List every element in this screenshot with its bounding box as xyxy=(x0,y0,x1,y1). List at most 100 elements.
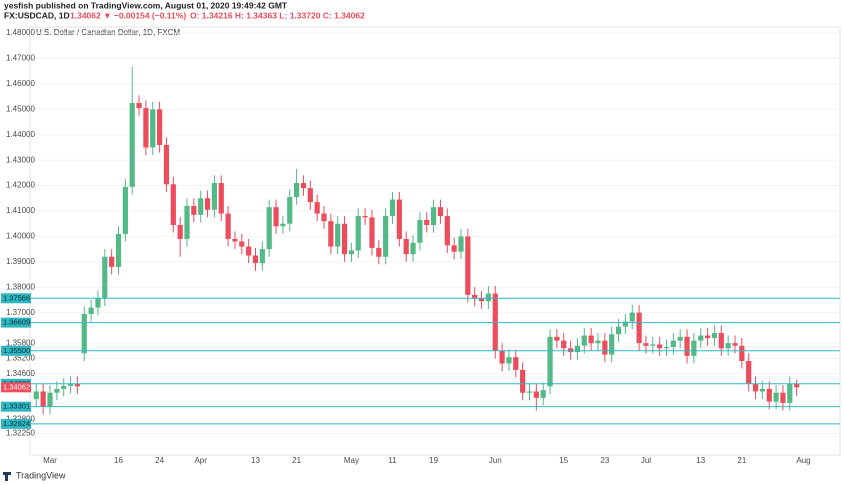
candle-body xyxy=(129,102,135,187)
y-tick-label: 1.45000 xyxy=(6,104,35,113)
candle-body xyxy=(437,207,444,217)
candle-body xyxy=(595,340,601,344)
x-tick-label: 21 xyxy=(737,456,746,465)
level-label: 1.35500 xyxy=(3,346,30,355)
candle-body xyxy=(383,216,389,257)
x-tick-label: Aug xyxy=(796,456,810,465)
candle-body xyxy=(520,369,526,393)
x-tick-label: 23 xyxy=(600,456,609,465)
candle-body xyxy=(752,383,759,392)
candle-body xyxy=(540,390,546,398)
candle-body xyxy=(691,340,697,356)
candle-body xyxy=(670,340,676,347)
candle-body xyxy=(54,388,60,393)
candle-body xyxy=(294,183,300,198)
candle-body xyxy=(177,224,183,239)
y-tick-label: 1.37000 xyxy=(6,308,35,317)
candle-body xyxy=(417,219,423,243)
brand-logo xyxy=(3,472,11,481)
quote: 1.34062 ▼ −0.00154 (−0.11%) xyxy=(70,10,186,20)
y-tick-label: 1.40000 xyxy=(6,232,35,241)
candle-body xyxy=(369,217,375,248)
candle-body xyxy=(280,223,286,227)
candle-body xyxy=(239,241,245,247)
candle-body xyxy=(74,383,80,387)
candle-body xyxy=(533,391,539,398)
candle-body xyxy=(506,357,512,364)
x-tick-label: 11 xyxy=(388,456,397,465)
level-tag xyxy=(1,317,31,328)
candle-body xyxy=(362,216,368,218)
candle-body xyxy=(574,345,581,353)
candle-body xyxy=(287,197,293,224)
candle-body xyxy=(444,216,450,246)
level-tag xyxy=(1,345,31,356)
brand[interactable]: TradingView xyxy=(16,470,66,480)
y-tick-label: 1.48000 xyxy=(6,28,35,37)
candle-body xyxy=(746,360,752,384)
candle-body xyxy=(657,344,663,349)
y-tick-label: 1.38000 xyxy=(6,282,35,291)
candle-body xyxy=(581,335,587,346)
candle-body xyxy=(485,293,491,302)
ohlc: O: 1.34216 H: 1.34363 L: 1.33720 C: 1.34… xyxy=(190,10,365,20)
y-tick-label: 1.42000 xyxy=(6,181,35,190)
last-price-label: 1.34062 xyxy=(3,382,30,391)
candle-body xyxy=(465,236,471,295)
candle-body xyxy=(615,326,622,335)
candle-body xyxy=(718,333,724,349)
candle-body xyxy=(396,199,402,239)
x-tick-label: 16 xyxy=(114,456,123,465)
y-tick-label: 1.39000 xyxy=(6,257,35,266)
candle-body xyxy=(650,344,656,346)
candle-body xyxy=(787,383,793,403)
y-tick-label: 1.43000 xyxy=(6,155,35,164)
x-tick-label: 19 xyxy=(429,456,438,465)
candle-body xyxy=(622,321,628,327)
candle-body xyxy=(170,184,176,225)
last-price-tag xyxy=(1,382,31,393)
candle-body xyxy=(40,391,46,407)
x-tick-label: Jun xyxy=(489,456,502,465)
candle-body xyxy=(300,183,307,189)
candle-body xyxy=(273,207,279,227)
candle-body xyxy=(499,350,505,364)
candle-body xyxy=(115,233,122,267)
candle-body xyxy=(88,307,94,314)
candle-body xyxy=(711,333,718,339)
candle-body xyxy=(204,198,211,210)
candle-body xyxy=(609,334,615,355)
candle-body xyxy=(136,102,142,109)
candle-body xyxy=(602,340,608,355)
candle-body xyxy=(684,336,690,356)
level-label: 1.37566 xyxy=(3,293,30,302)
candle-body xyxy=(526,391,533,393)
candle-body xyxy=(102,256,108,299)
candle-body xyxy=(513,357,519,370)
candle-body xyxy=(698,335,704,341)
candle-body xyxy=(95,298,101,308)
candle-body xyxy=(629,312,635,322)
level-label: 1.32624 xyxy=(3,419,30,428)
y-tick-label: 1.34600 xyxy=(6,369,35,378)
y-tick-label: 1.47000 xyxy=(6,54,35,63)
candle-body xyxy=(321,213,327,222)
candle-body xyxy=(67,383,74,386)
candle-body xyxy=(773,392,779,402)
candle-body xyxy=(739,345,745,361)
symbol: FX:USDCAD, 1D xyxy=(4,10,70,20)
candle-body xyxy=(81,313,87,354)
x-tick-label: Jul xyxy=(641,456,651,465)
candle-body xyxy=(198,198,204,215)
candle-body xyxy=(355,216,361,251)
candle-body xyxy=(424,219,430,225)
candle-body xyxy=(259,249,265,264)
candle-body xyxy=(163,144,170,185)
candle-body xyxy=(451,245,457,252)
level-tag xyxy=(1,418,31,429)
candle-body xyxy=(266,207,272,250)
candle-body xyxy=(636,312,642,344)
y-tick-label: 1.35200 xyxy=(6,354,35,363)
level-label: 1.36609 xyxy=(3,318,30,327)
